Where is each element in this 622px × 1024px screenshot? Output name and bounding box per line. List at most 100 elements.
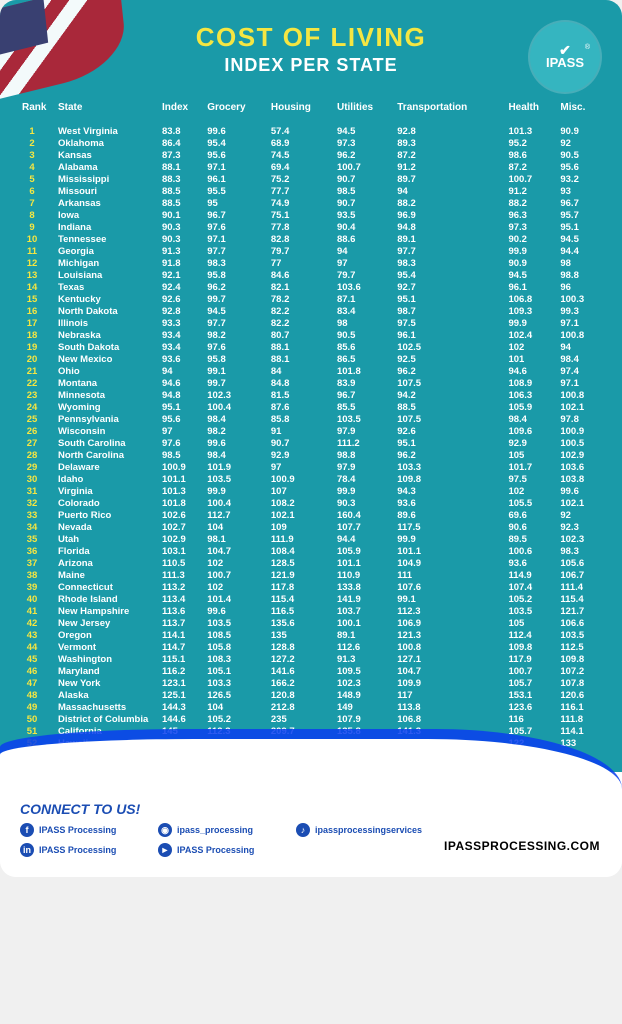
state-cell: Arkansas [56, 197, 160, 209]
value-cell: 90.1 [160, 209, 205, 221]
rank-cell: 49 [20, 701, 56, 713]
state-cell: Maryland [56, 665, 160, 677]
value-cell: 87.3 [160, 149, 205, 161]
value-cell: 97.1 [558, 377, 602, 389]
value-cell: 110.5 [160, 557, 205, 569]
value-cell: 74.9 [269, 197, 335, 209]
social-item-linkedin[interactable]: inIPASS Processing [20, 843, 140, 857]
value-cell: 92.6 [160, 293, 205, 305]
table-row: 16North Dakota92.894.582.283.498.7109.39… [20, 305, 602, 317]
value-cell: 90.7 [269, 437, 335, 449]
state-cell: Wyoming [56, 401, 160, 413]
value-cell: 99.6 [558, 485, 602, 497]
value-cell: 98 [335, 317, 395, 329]
rank-cell: 33 [20, 509, 56, 521]
value-cell: 93.6 [395, 497, 506, 509]
value-cell: 102 [205, 557, 269, 569]
table-row: 33Puerto Rico102.6112.7102.1160.489.669.… [20, 509, 602, 521]
state-cell: Montana [56, 377, 160, 389]
table-row: 48Alaska125.1126.5120.8148.9117153.1120.… [20, 689, 602, 701]
social-item-youtube[interactable]: ►IPASS Processing [158, 843, 278, 857]
value-cell: 97.4 [558, 365, 602, 377]
value-cell: 101.8 [335, 365, 395, 377]
value-cell: 108.2 [269, 497, 335, 509]
rank-cell: 18 [20, 329, 56, 341]
value-cell: 107.5 [395, 377, 506, 389]
value-cell: 105.6 [558, 557, 602, 569]
value-cell: 97.5 [506, 473, 558, 485]
value-cell: 113.6 [160, 605, 205, 617]
youtube-icon: ► [158, 843, 172, 857]
value-cell: 88.3 [160, 173, 205, 185]
state-cell: Utah [56, 533, 160, 545]
social-item-facebook[interactable]: fIPASS Processing [20, 823, 140, 837]
value-cell: 74.5 [269, 149, 335, 161]
value-cell: 90.5 [558, 149, 602, 161]
value-cell: 97.6 [205, 221, 269, 233]
value-cell: 125.1 [160, 689, 205, 701]
state-cell: Michigan [56, 257, 160, 269]
value-cell: 99.3 [558, 305, 602, 317]
value-cell: 101.9 [205, 461, 269, 473]
state-cell: New Hampshire [56, 605, 160, 617]
rank-cell: 15 [20, 293, 56, 305]
value-cell: 106.8 [506, 293, 558, 305]
value-cell: 88.6 [335, 233, 395, 245]
value-cell: 103.7 [335, 605, 395, 617]
state-cell: Arizona [56, 557, 160, 569]
state-cell: North Dakota [56, 305, 160, 317]
value-cell: 97.7 [205, 245, 269, 257]
value-cell: 115.1 [160, 653, 205, 665]
value-cell: 99.9 [205, 485, 269, 497]
us-flag-icon [0, 0, 128, 99]
value-cell: 105.7 [506, 677, 558, 689]
value-cell: 98.3 [558, 545, 602, 557]
value-cell: 104 [205, 701, 269, 713]
value-cell: 93.6 [160, 353, 205, 365]
value-cell: 123.1 [160, 677, 205, 689]
value-cell: 103.5 [506, 605, 558, 617]
rank-cell: 42 [20, 617, 56, 629]
value-cell: 97.9 [335, 425, 395, 437]
rank-cell: 7 [20, 197, 56, 209]
value-cell: 108.9 [506, 377, 558, 389]
table-row: 13Louisiana92.195.884.679.795.494.598.8 [20, 269, 602, 281]
value-cell: 107.6 [395, 581, 506, 593]
rank-cell: 17 [20, 317, 56, 329]
infographic-card: COST OF LIVING INDEX PER STATE ✔ IPASS ®… [0, 0, 622, 877]
value-cell: 98.4 [205, 413, 269, 425]
value-cell: 121.9 [269, 569, 335, 581]
social-item-tiktok[interactable]: ♪ipassprocessingservices [296, 823, 422, 837]
value-cell: 102.1 [558, 497, 602, 509]
social-item-instagram[interactable]: ◉ipass_processing [158, 823, 278, 837]
value-cell: 103.5 [205, 473, 269, 485]
value-cell: 112.7 [205, 509, 269, 521]
value-cell: 98.3 [395, 257, 506, 269]
value-cell: 101 [506, 353, 558, 365]
value-cell: 153.1 [506, 689, 558, 701]
table-row: 47New York123.1103.3166.2102.3109.9105.7… [20, 677, 602, 689]
value-cell: 96.2 [395, 449, 506, 461]
value-cell: 107.2 [558, 665, 602, 677]
value-cell: 92.9 [506, 437, 558, 449]
value-cell: 107 [269, 485, 335, 497]
rank-cell: 29 [20, 461, 56, 473]
rank-cell: 38 [20, 569, 56, 581]
value-cell: 91 [269, 425, 335, 437]
value-cell: 101.3 [506, 125, 558, 137]
value-cell: 90.2 [506, 233, 558, 245]
value-cell: 94.5 [205, 305, 269, 317]
tiktok-icon: ♪ [296, 823, 310, 837]
value-cell: 110.9 [335, 569, 395, 581]
state-cell: Tennessee [56, 233, 160, 245]
value-cell: 94.8 [160, 389, 205, 401]
value-cell: 105 [506, 449, 558, 461]
value-cell: 101.1 [395, 545, 506, 557]
value-cell: 88.5 [395, 401, 506, 413]
value-cell: 98.6 [506, 149, 558, 161]
value-cell: 86.4 [160, 137, 205, 149]
value-cell: 82.2 [269, 305, 335, 317]
value-cell: 96.2 [205, 281, 269, 293]
table-row: 49Massachusetts144.3104212.8149113.8123.… [20, 701, 602, 713]
value-cell: 102 [506, 341, 558, 353]
